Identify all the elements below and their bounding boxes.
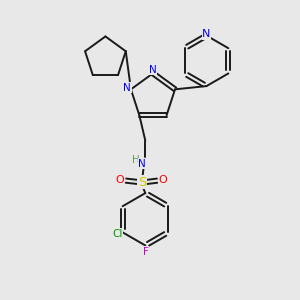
Text: H: H [132,155,140,165]
Text: N: N [149,65,157,75]
Text: N: N [138,159,146,169]
Text: Cl: Cl [112,229,122,239]
Text: O: O [115,175,124,185]
Text: O: O [159,175,167,185]
Text: N: N [124,83,131,93]
Text: N: N [202,29,211,39]
Text: F: F [143,247,149,257]
Text: S: S [138,176,146,189]
